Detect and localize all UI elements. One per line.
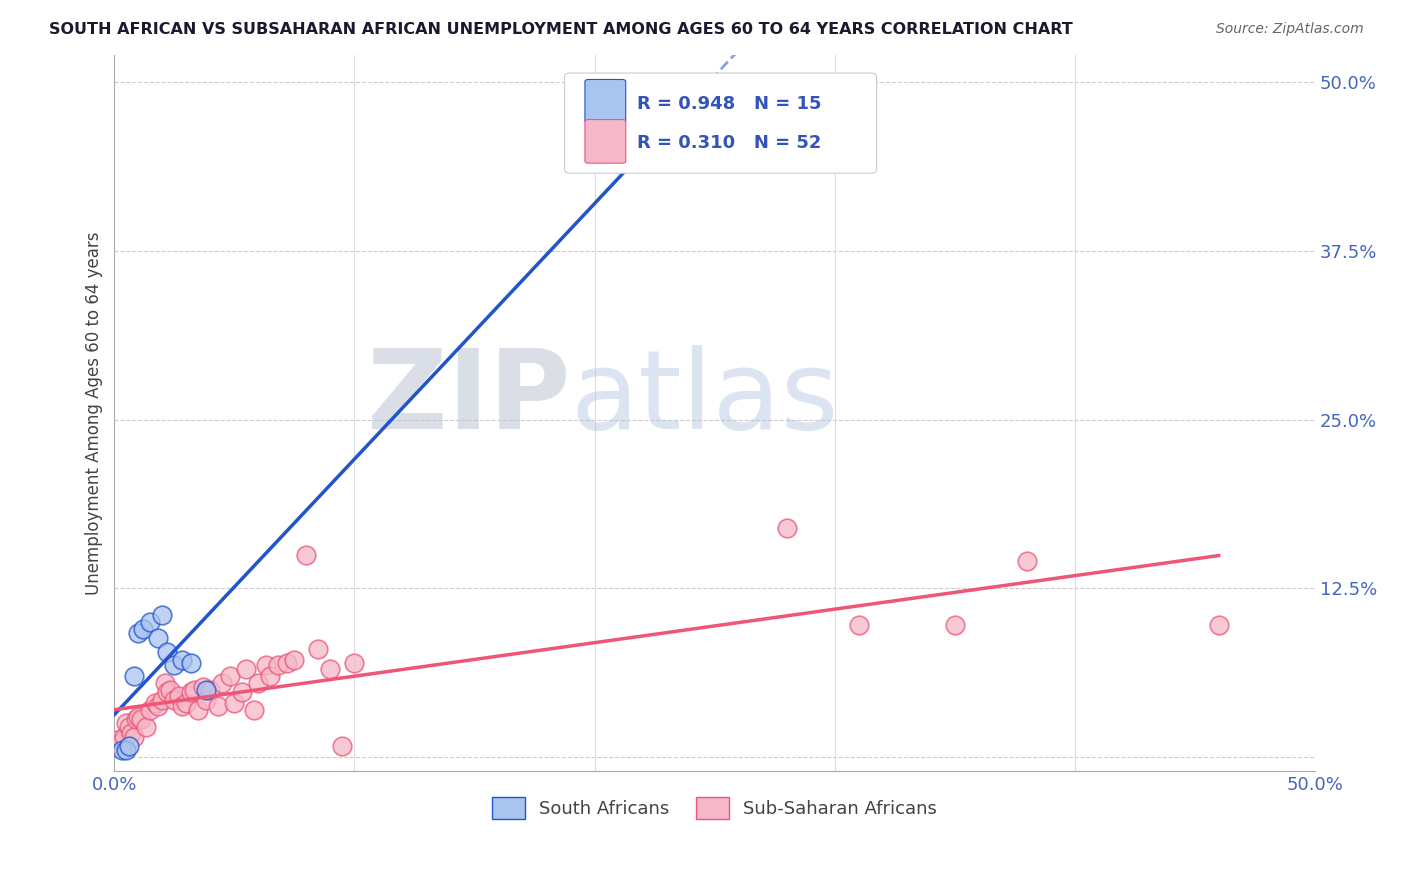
Text: ZIP: ZIP xyxy=(367,345,571,452)
Point xyxy=(194,682,217,697)
Point xyxy=(152,693,174,707)
FancyBboxPatch shape xyxy=(585,120,626,163)
Point xyxy=(211,676,233,690)
Point xyxy=(176,696,198,710)
Point xyxy=(200,682,222,697)
FancyBboxPatch shape xyxy=(565,73,876,173)
Point xyxy=(308,642,330,657)
Point xyxy=(848,618,870,632)
Point xyxy=(152,608,174,623)
Point xyxy=(139,703,162,717)
Point xyxy=(295,548,318,562)
Point xyxy=(183,682,205,697)
Point xyxy=(231,685,253,699)
Point xyxy=(180,685,202,699)
Point xyxy=(159,682,181,697)
Point xyxy=(127,709,149,723)
Point xyxy=(112,730,135,744)
Point xyxy=(153,676,176,690)
Point xyxy=(122,669,145,683)
Y-axis label: Unemployment Among Ages 60 to 64 years: Unemployment Among Ages 60 to 64 years xyxy=(86,231,103,595)
Point xyxy=(194,693,217,707)
Text: R = 0.948   N = 15: R = 0.948 N = 15 xyxy=(637,95,821,112)
Point xyxy=(120,726,142,740)
Point xyxy=(163,658,186,673)
Point xyxy=(105,732,128,747)
Point xyxy=(254,658,277,673)
Point xyxy=(156,685,179,699)
Point xyxy=(247,676,270,690)
Point xyxy=(110,734,132,748)
Point xyxy=(224,696,246,710)
Point xyxy=(218,669,240,683)
Point xyxy=(679,88,702,103)
Point xyxy=(276,656,298,670)
Point xyxy=(115,716,138,731)
Point xyxy=(139,615,162,630)
Point xyxy=(343,656,366,670)
Text: atlas: atlas xyxy=(571,345,839,452)
FancyBboxPatch shape xyxy=(585,79,626,123)
Point xyxy=(163,693,186,707)
Text: Source: ZipAtlas.com: Source: ZipAtlas.com xyxy=(1216,22,1364,37)
Point xyxy=(127,626,149,640)
Text: R = 0.310   N = 52: R = 0.310 N = 52 xyxy=(637,134,821,153)
Point xyxy=(193,680,215,694)
Point xyxy=(167,690,190,704)
Point xyxy=(146,698,169,713)
Point xyxy=(170,698,193,713)
Point xyxy=(266,658,288,673)
Point xyxy=(129,712,152,726)
Point xyxy=(180,656,202,670)
Point xyxy=(122,730,145,744)
Point xyxy=(115,743,138,757)
Point xyxy=(775,521,797,535)
Point xyxy=(135,721,157,735)
Point xyxy=(943,618,966,632)
Point xyxy=(242,703,264,717)
Point xyxy=(108,737,131,751)
Point xyxy=(143,696,166,710)
Point xyxy=(1015,554,1038,568)
Point xyxy=(125,712,148,726)
Point xyxy=(110,743,132,757)
Legend: South Africans, Sub-Saharan Africans: South Africans, Sub-Saharan Africans xyxy=(485,789,945,826)
Point xyxy=(132,622,155,636)
Point xyxy=(207,698,229,713)
Point xyxy=(118,721,141,735)
Point xyxy=(170,653,193,667)
Point xyxy=(332,739,354,754)
Point xyxy=(283,653,305,667)
Point xyxy=(319,662,342,676)
Point xyxy=(187,703,209,717)
Text: SOUTH AFRICAN VS SUBSAHARAN AFRICAN UNEMPLOYMENT AMONG AGES 60 TO 64 YEARS CORRE: SOUTH AFRICAN VS SUBSAHARAN AFRICAN UNEM… xyxy=(49,22,1073,37)
Point xyxy=(118,739,141,754)
Point xyxy=(235,662,257,676)
Point xyxy=(259,669,281,683)
Point xyxy=(1208,618,1230,632)
Point xyxy=(156,645,179,659)
Point xyxy=(146,632,169,646)
